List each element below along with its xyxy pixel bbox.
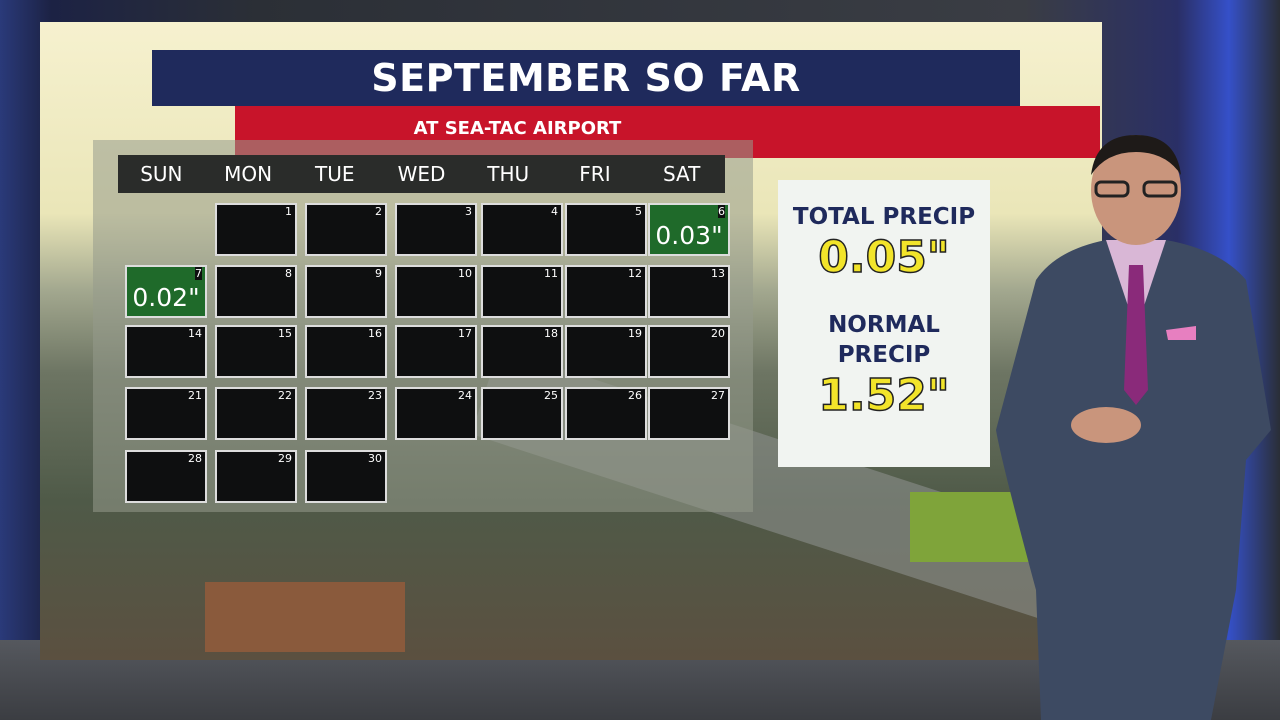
weekday-label: WED — [397, 162, 446, 186]
calendar-day-23: 23 — [305, 387, 387, 440]
day-number: 5 — [635, 205, 642, 218]
weekday-header: SUN MON TUE WED THU FRI SAT — [118, 155, 725, 193]
calendar-day-20: 20 — [648, 325, 730, 378]
calendar-day-11: 11 — [481, 265, 563, 318]
normal-precip-label-1: NORMAL — [828, 312, 940, 338]
normal-precip-value: 1.52" — [818, 369, 951, 422]
day-number: 25 — [544, 389, 558, 402]
calendar-day-19: 19 — [565, 325, 647, 378]
day-number: 17 — [458, 327, 472, 340]
normal-precip-label-2: PRECIP — [837, 342, 931, 368]
calendar-day-26: 26 — [565, 387, 647, 440]
day-number: 19 — [628, 327, 642, 340]
weather-display: SEPTEMBER SO FAR AT SEA-TAC AIRPORT SUN … — [40, 22, 1102, 660]
day-number: 30 — [368, 452, 382, 465]
day-number: 14 — [188, 327, 202, 340]
day-precip-amount: 0.02" — [132, 283, 200, 312]
calendar-day-5: 5 — [565, 203, 647, 256]
day-number: 2 — [375, 205, 382, 218]
day-number: 26 — [628, 389, 642, 402]
weekday-label: THU — [487, 162, 530, 186]
total-precip-label: TOTAL PRECIP — [792, 204, 976, 230]
day-number: 7 — [195, 267, 202, 280]
weekday-label: SAT — [662, 162, 701, 186]
calendar-day-28: 28 — [125, 450, 207, 503]
calendar-day-6: 6 0.03" — [648, 203, 730, 256]
calendar-day-2: 2 — [305, 203, 387, 256]
precip-calendar: SUN MON TUE WED THU FRI SAT 1 2 3 4 5 6 0.03" 7… — [93, 140, 753, 512]
calendar-day-15: 15 — [215, 325, 297, 378]
calendar-day-16: 16 — [305, 325, 387, 378]
day-number: 24 — [458, 389, 472, 402]
calendar-day-25: 25 — [481, 387, 563, 440]
calendar-day-14: 14 — [125, 325, 207, 378]
calendar-day-4: 4 — [481, 203, 563, 256]
day-number: 1 — [285, 205, 292, 218]
day-number: 22 — [278, 389, 292, 402]
calendar-day-24: 24 — [395, 387, 477, 440]
calendar-day-9: 9 — [305, 265, 387, 318]
weekday-label: SUN — [140, 162, 183, 186]
day-number: 4 — [551, 205, 558, 218]
calendar-day-10: 10 — [395, 265, 477, 318]
calendar-day-30: 30 — [305, 450, 387, 503]
day-number: 20 — [711, 327, 725, 340]
calendar-day-21: 21 — [125, 387, 207, 440]
total-precip-value: 0.05" — [818, 231, 951, 284]
presenter — [996, 135, 1271, 720]
weekday-label: TUE — [315, 162, 355, 186]
calendar-day-8: 8 — [215, 265, 297, 318]
calendar-day-12: 12 — [565, 265, 647, 318]
day-number: 9 — [375, 267, 382, 280]
day-number: 8 — [285, 267, 292, 280]
calendar-day-1: 1 — [215, 203, 297, 256]
day-number: 18 — [544, 327, 558, 340]
day-number: 15 — [278, 327, 292, 340]
calendar-day-22: 22 — [215, 387, 297, 440]
day-number: 13 — [711, 267, 725, 280]
day-number: 28 — [188, 452, 202, 465]
calendar-day-7: 7 0.02" — [125, 265, 207, 318]
weekday-label: MON — [224, 162, 273, 186]
graphic-title: SEPTEMBER SO FAR — [152, 50, 1020, 106]
day-number: 10 — [458, 267, 472, 280]
calendar-day-29: 29 — [215, 450, 297, 503]
day-number: 21 — [188, 389, 202, 402]
calendar-day-17: 17 — [395, 325, 477, 378]
day-number: 23 — [368, 389, 382, 402]
day-number: 16 — [368, 327, 382, 340]
day-number: 12 — [628, 267, 642, 280]
day-precip-amount: 0.03" — [655, 221, 723, 250]
photo-building — [205, 582, 405, 652]
day-number: 29 — [278, 452, 292, 465]
day-number: 3 — [465, 205, 472, 218]
weekday-label: FRI — [579, 162, 611, 186]
day-number: 11 — [544, 267, 558, 280]
day-number: 27 — [711, 389, 725, 402]
calendar-day-27: 27 — [648, 387, 730, 440]
calendar-day-3: 3 — [395, 203, 477, 256]
precip-stats-panel: TOTAL PRECIP 0.05" NORMAL PRECIP 1.52" — [778, 180, 990, 467]
calendar-day-18: 18 — [481, 325, 563, 378]
calendar-day-13: 13 — [648, 265, 730, 318]
day-number: 6 — [718, 205, 725, 218]
